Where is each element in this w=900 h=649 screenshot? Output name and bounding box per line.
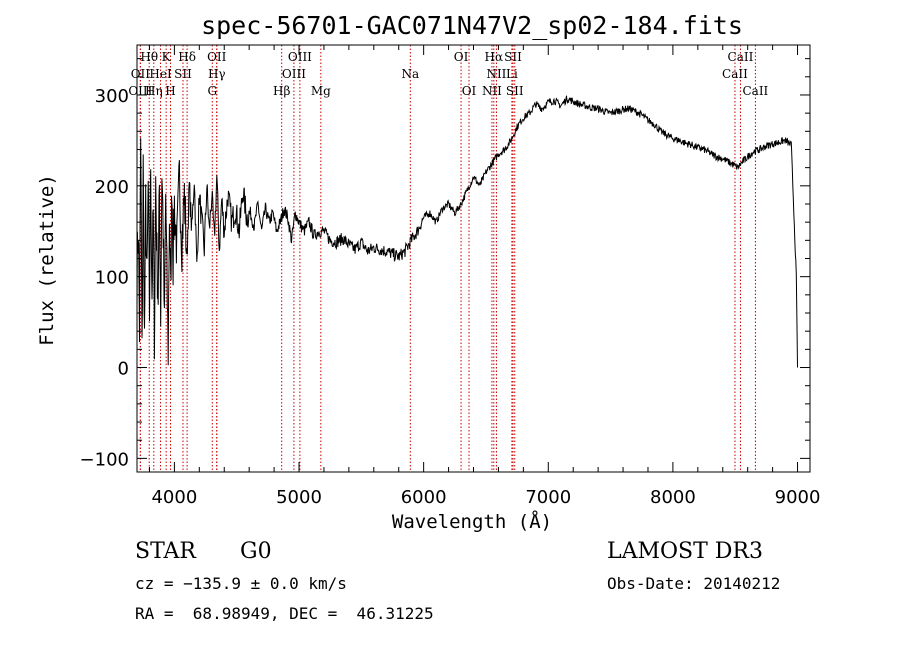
emission-line-markers (139, 45, 756, 472)
x-tick-label-5: 9000 (775, 487, 821, 508)
plot-frame (136, 44, 811, 473)
marker-label-2: Hδ (178, 50, 196, 64)
spectrum-line (136, 95, 798, 368)
marker-label-22: Hβ (273, 84, 290, 98)
marker-label-19: Hη (145, 84, 163, 98)
y-tick-label-0: −100 (80, 449, 129, 470)
chart-title: spec-56701-GAC071N47V2_sp02-184.fits (201, 11, 743, 40)
x-tick-label-3: 7000 (525, 487, 571, 508)
marker-label-7: SII (504, 50, 522, 64)
y-tick-label-1: 0 (118, 359, 129, 380)
marker-label-21: G (207, 84, 217, 98)
marker-label-6: Hα (485, 50, 504, 64)
marker-label-24: OI (462, 84, 477, 98)
y-tick-label-2: 100 (95, 268, 129, 289)
marker-label-0: Hθ (140, 50, 158, 64)
axis-ticks: 4000 5000 6000 7000 8000 9000 −100 0 100 200 300 (80, 45, 821, 508)
marker-label-11: SII (174, 67, 192, 81)
spectral-subclass: G0 (240, 539, 272, 564)
x-tick-label-0: 4000 (151, 487, 197, 508)
y-tick-label-4: 300 (95, 86, 129, 107)
marker-label-16: Li (506, 67, 518, 81)
marker-label-10: HeI (149, 67, 172, 81)
x-tick-label-2: 6000 (401, 487, 447, 508)
marker-label-27: CaII (742, 84, 768, 98)
marker-label-1: K (162, 50, 172, 64)
survey-name: LAMOST DR3 (607, 539, 763, 564)
marker-label-25: NII (482, 84, 502, 98)
marker-label-4: OIII (288, 50, 312, 64)
x-tick-label-4: 8000 (650, 487, 696, 508)
marker-label-12: Hγ (208, 67, 226, 81)
marker-label-8: CaII (728, 50, 754, 64)
redshift-velocity: cz = −135.9 ± 0.0 km/s (135, 574, 347, 593)
marker-label-17: CaII (722, 67, 748, 81)
x-axis-label: Wavelength (Å) (392, 510, 552, 533)
marker-label-18: OIII (128, 84, 152, 98)
marker-label-13: OIII (282, 67, 306, 81)
marker-label-14: Na (401, 67, 419, 81)
observation-date: Obs-Date: 20140212 (607, 574, 781, 593)
marker-label-20: H (165, 84, 175, 98)
marker-label-15: NII (486, 67, 506, 81)
x-tick-label-1: 5000 (276, 487, 322, 508)
y-tick-label-3: 200 (95, 177, 129, 198)
marker-label-23: Mg (311, 84, 331, 98)
object-class: STAR (135, 539, 196, 564)
y-axis-label: Flux (relative) (36, 174, 58, 346)
marker-label-3: OII (207, 50, 227, 64)
marker-label-9: OII (131, 67, 151, 81)
marker-label-26: SII (506, 84, 524, 98)
coordinates: RA = 68.98949, DEC = 46.31225 (135, 604, 434, 623)
spectrum-polyline (136, 95, 798, 368)
marker-label-5: OI (454, 50, 469, 64)
